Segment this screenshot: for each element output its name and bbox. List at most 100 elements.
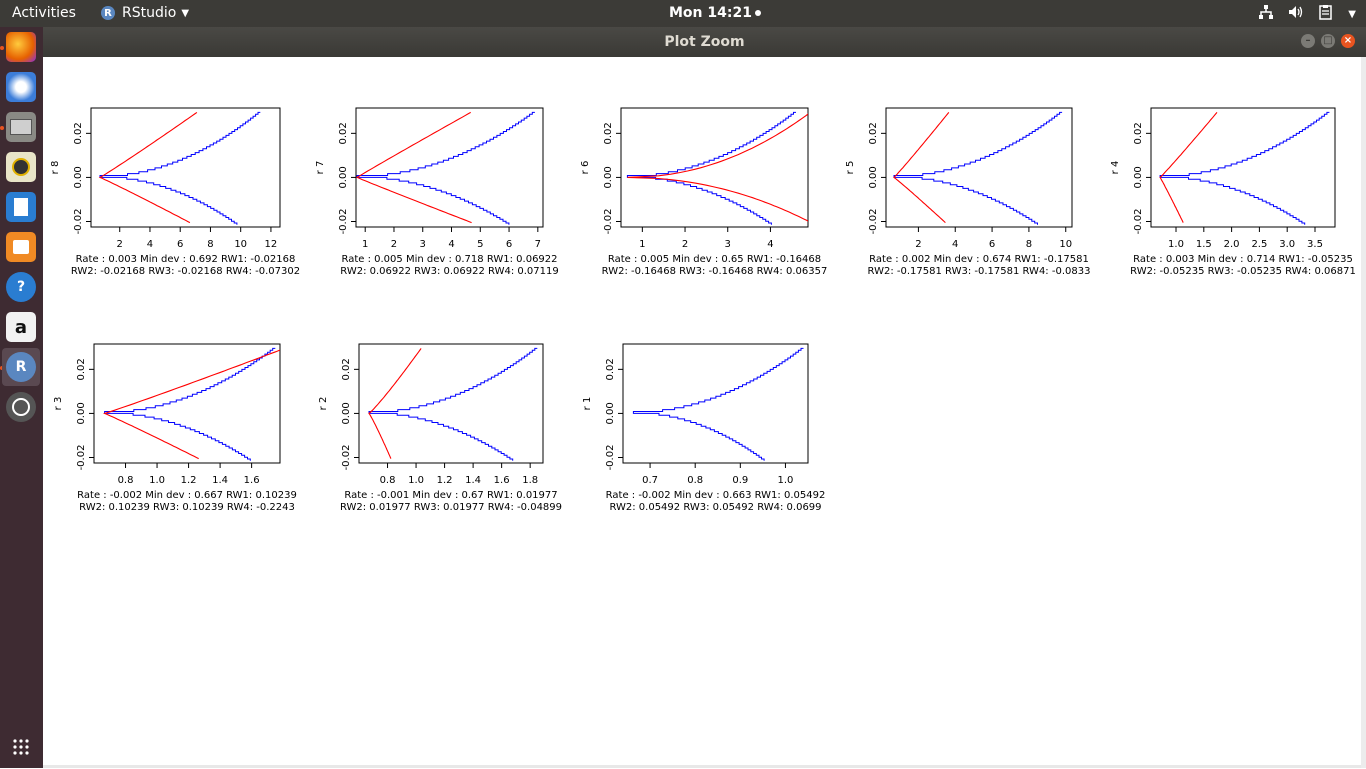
x-tick-label: 1.4	[212, 475, 228, 486]
x-tick-label: 2	[915, 239, 921, 250]
x-tick-label: 10	[1059, 239, 1072, 250]
system-tray[interactable]: ▼	[1258, 4, 1356, 24]
software-center-icon[interactable]	[6, 232, 36, 262]
firefox-icon[interactable]	[6, 32, 36, 62]
window-title: Plot Zoom	[664, 34, 745, 50]
x-tick-label: 1.4	[465, 475, 481, 486]
x-tick-label: 4	[147, 239, 153, 250]
plot-frame	[885, 107, 1073, 228]
x-tick-label: 1.2	[437, 475, 453, 486]
model-series	[1159, 112, 1218, 223]
plot-frame	[620, 107, 809, 228]
vertical-scrollbar[interactable]	[1361, 57, 1366, 768]
x-tick-label: 1	[362, 239, 368, 250]
empirical-series	[368, 347, 538, 461]
model-series	[98, 111, 198, 224]
x-tick-label: 1.6	[244, 475, 260, 486]
y-axis-label: r 1	[582, 397, 593, 411]
y-axis-label: r 6	[580, 161, 591, 175]
chart-panel-3: -0.02 0.00 0.02 r 6 1 2 3 4 Rate : 0.005 Min dev…	[580, 107, 828, 277]
app-menu[interactable]: R RStudio ▼	[101, 5, 189, 21]
x-tick-label: 6	[989, 239, 995, 250]
x-tick-label: 1.0	[149, 475, 165, 486]
caption-line-2: RW2: 0.06922 RW3: 0.06922 RW4: 0.07119	[340, 266, 558, 277]
caption-line-2: RW2: 0.01977 RW3: 0.01977 RW4: -0.04899	[340, 502, 562, 513]
y-tick-label: 0.00	[603, 166, 614, 188]
x-tick-label: 3	[420, 239, 426, 250]
y-tick-label: 0.02	[1133, 122, 1144, 144]
x-tick-label: 10	[234, 239, 247, 250]
running-indicator	[0, 46, 4, 50]
caption-line-1: Rate : 0.005 Min dev : 0.65 RW1: -0.1646…	[608, 254, 821, 265]
x-tick-label: 1.0	[777, 475, 793, 486]
rstudio-icon[interactable]: R	[6, 352, 36, 382]
x-tick-label: 2	[117, 239, 123, 250]
y-tick-label: 0.00	[868, 166, 879, 188]
clock[interactable]: Mon 14:21	[669, 5, 761, 21]
y-axis-label: r 4	[1110, 161, 1121, 175]
plot-area: -0.02 0.00 0.02 r 8 2 4 6 8 10 12 Rate : 0.003 Min…	[43, 57, 1361, 765]
model-series	[368, 348, 422, 459]
plot-frame	[93, 343, 281, 464]
model-series	[102, 349, 280, 460]
x-tick-label: 3.0	[1279, 239, 1295, 250]
maximize-button[interactable]: □	[1321, 34, 1335, 48]
caption-line-2: RW2: 0.10239 RW3: 0.10239 RW4: -0.2243	[79, 502, 295, 513]
software-updater-icon[interactable]	[6, 392, 36, 422]
chart-panel-5: -0.02 0.00 0.02 r 4 1.0 1.5 2.0 2.5 3.0 3.5 Rate :…	[1110, 107, 1356, 277]
model-series	[893, 112, 950, 224]
chart-panel-6: -0.02 0.00 0.02 r 3 0.8 1.0 1.2 1.4 1.6 Rate : -0…	[53, 343, 297, 513]
files-icon[interactable]	[6, 112, 36, 142]
y-tick-label: 0.02	[76, 358, 87, 380]
rhythmbox-icon[interactable]	[6, 152, 36, 182]
caption-line-1: Rate : 0.002 Min dev : 0.674 RW1: -0.175…	[869, 254, 1089, 265]
system-menu-chevron-icon[interactable]: ▼	[1348, 8, 1356, 20]
y-tick-label: -0.02	[1133, 209, 1144, 235]
window-titlebar[interactable]: Plot Zoom – □ ×	[43, 27, 1366, 57]
y-tick-label: 0.02	[338, 122, 349, 144]
x-tick-label: 8	[207, 239, 213, 250]
show-apps-icon[interactable]	[6, 732, 36, 762]
network-icon[interactable]	[1258, 4, 1274, 24]
y-tick-label: 0.02	[603, 122, 614, 144]
caption-line-1: Rate : -0.002 Min dev : 0.663 RW1: 0.054…	[606, 490, 826, 501]
caption-line-1: Rate : 0.003 Min dev : 0.714 RW1: -0.052…	[1133, 254, 1353, 265]
chevron-down-icon: ▼	[181, 7, 190, 19]
y-axis-label: r 7	[315, 161, 326, 175]
x-tick-label: 6	[177, 239, 183, 250]
help-icon[interactable]: ?	[6, 272, 36, 302]
close-button[interactable]: ×	[1341, 34, 1355, 48]
x-tick-label: 1.2	[181, 475, 197, 486]
dock: ? a R	[0, 27, 43, 768]
x-tick-label: 2	[391, 239, 397, 250]
y-tick-label: 0.02	[341, 358, 352, 380]
empirical-series	[893, 111, 1063, 225]
caption-line-2: RW2: -0.17581 RW3: -0.17581 RW4: -0.0833	[868, 266, 1091, 277]
chart-panel-7: -0.02 0.00 0.02 r 2 0.8 1.0 1.2 1.4 1.6 1.8 Rate :…	[318, 343, 562, 513]
caption-line-1: Rate : 0.005 Min dev : 0.718 RW1: 0.0692…	[341, 254, 557, 265]
y-tick-label: -0.02	[76, 445, 87, 471]
amazon-icon[interactable]: a	[6, 312, 36, 342]
x-tick-label: 4	[952, 239, 958, 250]
clipboard-icon[interactable]	[1318, 4, 1334, 24]
volume-icon[interactable]	[1288, 4, 1304, 24]
plot-frame	[90, 107, 281, 228]
x-tick-label: 1.0	[1168, 239, 1184, 250]
x-tick-label: 0.8	[380, 475, 396, 486]
x-tick-label: 7	[535, 239, 541, 250]
thunderbird-icon[interactable]	[6, 72, 36, 102]
plot-frame	[622, 343, 809, 464]
window-bottom-edge	[43, 765, 1361, 768]
y-axis-label: r 2	[318, 397, 329, 411]
y-tick-label: -0.02	[605, 445, 616, 471]
x-tick-label: 12	[265, 239, 278, 250]
libreoffice-writer-icon[interactable]	[6, 192, 36, 222]
caption-line-2: RW2: -0.16468 RW3: -0.16468 RW4: 0.06357	[602, 266, 828, 277]
notification-dot-icon	[754, 10, 761, 16]
chart-panel-1: -0.02 0.00 0.02 r 8 2 4 6 8 10 12 Rate : 0.003 Min…	[50, 107, 300, 277]
caption-line-1: Rate : -0.001 Min dev : 0.67 RW1: 0.0197…	[344, 490, 557, 501]
minimize-button[interactable]: –	[1301, 34, 1315, 48]
y-tick-label: 0.02	[73, 122, 84, 144]
activities-button[interactable]: Activities	[12, 5, 76, 21]
x-tick-label: 3	[725, 239, 731, 250]
